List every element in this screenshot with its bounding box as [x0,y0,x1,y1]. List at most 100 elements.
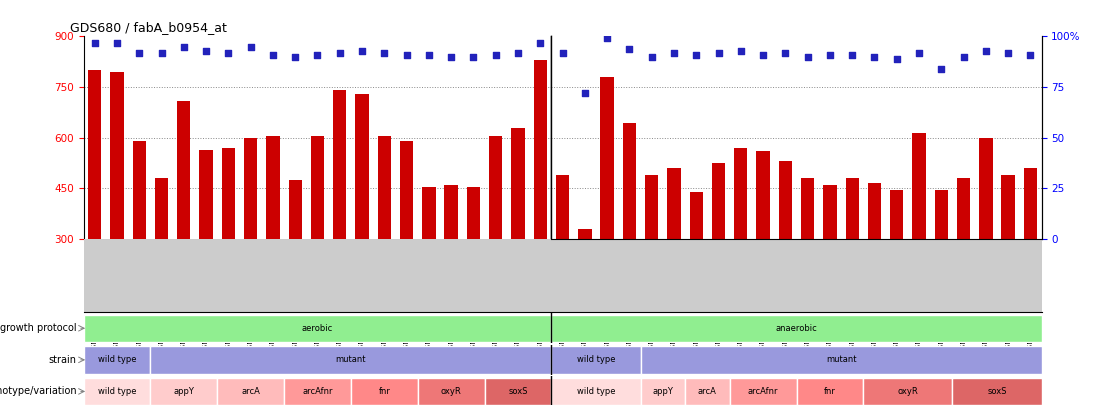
Bar [756,151,770,239]
FancyBboxPatch shape [551,346,641,373]
Point [509,49,527,56]
FancyBboxPatch shape [217,378,284,405]
Bar [578,229,592,239]
Bar [311,136,324,239]
Bar [935,190,948,239]
Bar [511,128,525,239]
Bar [734,148,747,239]
Bar [823,185,837,239]
Bar [979,138,993,239]
FancyBboxPatch shape [150,378,217,405]
Bar [133,141,146,239]
Bar [88,70,101,239]
Text: wild type: wild type [577,387,615,396]
Bar [444,185,458,239]
Point [197,47,215,54]
Point [754,51,772,58]
Bar [912,133,926,239]
Point [153,49,170,56]
Bar [266,136,280,239]
Point [710,49,727,56]
Bar [422,187,436,239]
FancyBboxPatch shape [84,378,150,405]
Text: arcA: arcA [698,387,716,396]
Point [999,49,1017,56]
Point [665,49,683,56]
Text: oxyR: oxyR [898,387,918,396]
FancyBboxPatch shape [797,378,863,405]
Point [375,49,393,56]
Point [286,53,304,60]
FancyBboxPatch shape [150,346,551,373]
FancyBboxPatch shape [685,378,730,405]
FancyBboxPatch shape [952,378,1042,405]
FancyBboxPatch shape [863,378,952,405]
Bar [222,148,235,239]
Bar [890,190,903,239]
Text: appY: appY [174,387,194,396]
Point [487,51,505,58]
Text: appY: appY [653,387,673,396]
Point [331,49,349,56]
Point [866,53,883,60]
Point [554,49,571,56]
Bar [1024,168,1037,239]
Bar [623,122,636,239]
Point [576,90,594,96]
Point [531,39,549,46]
Bar [846,178,859,239]
Point [1022,51,1039,58]
Text: arcAfnr: arcAfnr [747,387,779,396]
Point [442,53,460,60]
Point [420,51,438,58]
Point [888,55,906,62]
Bar [333,90,346,239]
Point [175,43,193,50]
FancyBboxPatch shape [418,378,485,405]
Point [86,39,104,46]
Point [301,350,319,356]
Bar [556,175,569,239]
Text: growth protocol: growth protocol [0,323,77,333]
Point [910,49,928,56]
Text: mutant: mutant [335,355,367,364]
FancyBboxPatch shape [351,378,418,405]
FancyBboxPatch shape [641,378,685,405]
FancyBboxPatch shape [730,378,797,405]
Point [219,49,237,56]
Point [130,49,148,56]
Bar [378,136,391,239]
FancyBboxPatch shape [84,346,150,373]
Point [465,53,482,60]
Bar [199,149,213,239]
Point [799,53,817,60]
Point [264,51,282,58]
Point [776,49,794,56]
Bar [712,163,725,239]
Text: soxS: soxS [987,387,1007,396]
FancyBboxPatch shape [551,315,1042,342]
Text: mutant: mutant [825,355,857,364]
Point [843,51,861,58]
Bar [868,183,881,239]
Text: anaerobic: anaerobic [775,324,818,333]
Bar [690,192,703,239]
Bar [244,138,257,239]
Text: soxS: soxS [508,387,528,396]
Bar [957,178,970,239]
Bar [779,161,792,239]
FancyBboxPatch shape [641,346,1042,373]
Text: aerobic: aerobic [302,324,333,333]
Point [977,47,995,54]
Text: fnr: fnr [379,387,390,396]
FancyBboxPatch shape [551,378,641,405]
Point [301,217,319,224]
Text: genotype/variation: genotype/variation [0,386,77,396]
Text: oxyR: oxyR [441,387,461,396]
Point [108,39,126,46]
Point [955,53,973,60]
Text: fnr: fnr [824,387,836,396]
Bar [1001,175,1015,239]
Bar [400,141,413,239]
Point [242,43,260,50]
